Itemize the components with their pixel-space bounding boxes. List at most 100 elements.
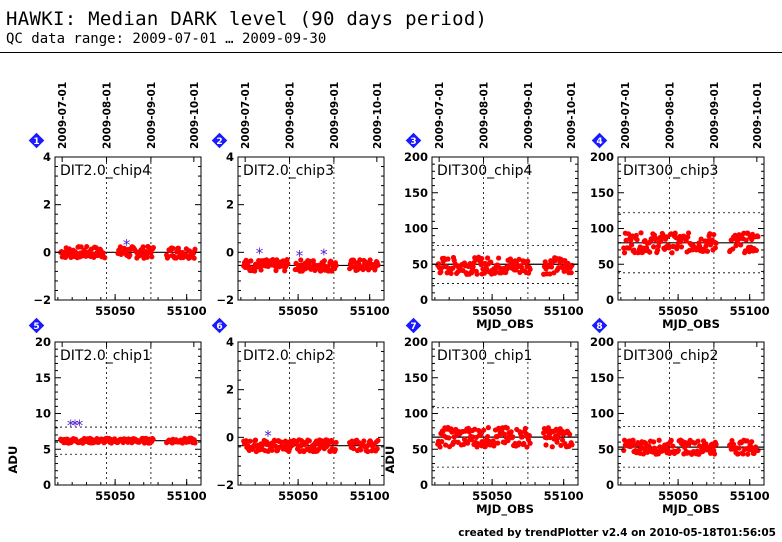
- data-point: [450, 265, 456, 271]
- data-point: [298, 257, 304, 263]
- x-tick-label: 55100: [730, 304, 770, 318]
- data-point: [525, 258, 531, 264]
- y-tick-label: −2: [216, 293, 234, 307]
- y-tick-label: 200: [590, 150, 614, 164]
- data-point: [478, 432, 484, 438]
- outlier-point: *: [296, 247, 304, 265]
- data-point: [492, 267, 499, 273]
- data-point: [516, 256, 522, 263]
- data-point: [140, 244, 146, 250]
- panel-number: 8: [596, 322, 602, 332]
- data-point: [333, 439, 339, 446]
- data-point: [660, 232, 666, 238]
- outlier-point: *: [71, 417, 79, 435]
- data-point: [100, 250, 106, 256]
- data-point: [547, 271, 553, 277]
- data-point: [678, 238, 684, 245]
- x-axis-label: MJD_OBS: [476, 317, 534, 332]
- y-tick-label: −2: [33, 293, 51, 307]
- data-point: [190, 250, 197, 256]
- x-tick-label: 55100: [730, 489, 770, 503]
- page-subtitle: QC data range: 2009-07-01 … 2009-09-30: [6, 31, 327, 47]
- data-point: [310, 258, 316, 264]
- data-point: [78, 244, 84, 250]
- data-point: [192, 246, 198, 252]
- date-tick-label: 2009-09-01: [329, 82, 341, 149]
- data-point: [753, 247, 760, 254]
- data-point: [543, 442, 549, 448]
- y-tick-label: 100: [404, 222, 428, 236]
- x-tick-label: 55050: [658, 304, 698, 318]
- date-tick-label: 2009-10-01: [372, 82, 384, 149]
- y-tick-label: 150: [590, 186, 614, 200]
- data-point: [522, 425, 528, 432]
- data-point: [647, 249, 653, 255]
- y-tick-label: 0: [43, 245, 51, 259]
- outlier-point: *: [256, 245, 264, 263]
- data-point: [567, 431, 573, 437]
- data-point: [375, 437, 381, 444]
- data-point: [628, 237, 634, 243]
- data-point: [736, 445, 742, 451]
- y-tick-label: 4: [226, 335, 234, 349]
- data-point: [150, 436, 156, 442]
- data-point: [554, 439, 560, 445]
- y-tick-label: −2: [216, 478, 234, 492]
- data-point: [548, 264, 555, 270]
- data-point: [674, 243, 681, 249]
- panel-number: 7: [410, 322, 416, 332]
- data-point: [745, 230, 751, 236]
- data-point: [350, 445, 357, 452]
- date-tick-label: 2009-08-01: [665, 82, 677, 149]
- data-point: [755, 447, 761, 454]
- plot-frame: [237, 341, 385, 486]
- data-point: [165, 253, 171, 260]
- data-point: [516, 440, 522, 446]
- data-point: [375, 262, 381, 268]
- y-tick-label: 50: [598, 442, 614, 456]
- data-point: [374, 446, 380, 452]
- data-point: [735, 451, 741, 457]
- data-point: [365, 448, 371, 455]
- y-tick-label: 0: [43, 478, 51, 492]
- data-point: [654, 247, 661, 253]
- y-tick-label: 20: [35, 335, 51, 349]
- data-point: [470, 264, 476, 270]
- data-point: [704, 248, 711, 254]
- data-point: [547, 434, 553, 441]
- date-tick-label: 2009-09-01: [146, 82, 158, 149]
- data-point: [711, 231, 717, 238]
- x-tick-label: 55100: [544, 304, 584, 318]
- data-point: [651, 244, 657, 250]
- date-tick-label: 2009-09-01: [709, 82, 721, 149]
- data-point: [435, 261, 442, 267]
- data-point: [711, 451, 718, 457]
- panel-number: 2: [216, 137, 222, 147]
- data-point: [149, 254, 155, 260]
- x-tick-label: 55050: [472, 489, 512, 503]
- chart-panel-1: * −2 0 2 4 55050 55100 DIT2.0_chip4 1 2009-07-01 2…: [28, 82, 207, 318]
- data-point: [442, 442, 449, 448]
- y-tick-label: 15: [35, 371, 51, 385]
- data-point: [510, 434, 516, 440]
- data-point: [479, 255, 485, 262]
- data-point: [745, 451, 751, 457]
- data-point: [481, 270, 488, 276]
- data-point: [258, 267, 264, 273]
- data-point: [361, 438, 367, 444]
- data-point: [357, 257, 363, 263]
- title-rule: [0, 52, 782, 53]
- data-point: [675, 447, 681, 453]
- y-tick-label: 4: [43, 150, 51, 164]
- data-point: [707, 231, 713, 237]
- data-point: [278, 439, 285, 445]
- data-point: [284, 256, 290, 263]
- data-point: [273, 267, 279, 274]
- data-point: [485, 434, 491, 440]
- data-point: [269, 447, 275, 453]
- date-tick-label: 2009-10-01: [566, 82, 578, 149]
- data-point: [526, 432, 532, 439]
- data-point: [150, 245, 157, 251]
- panel-number-badge: [405, 132, 422, 149]
- data-point: [495, 440, 501, 446]
